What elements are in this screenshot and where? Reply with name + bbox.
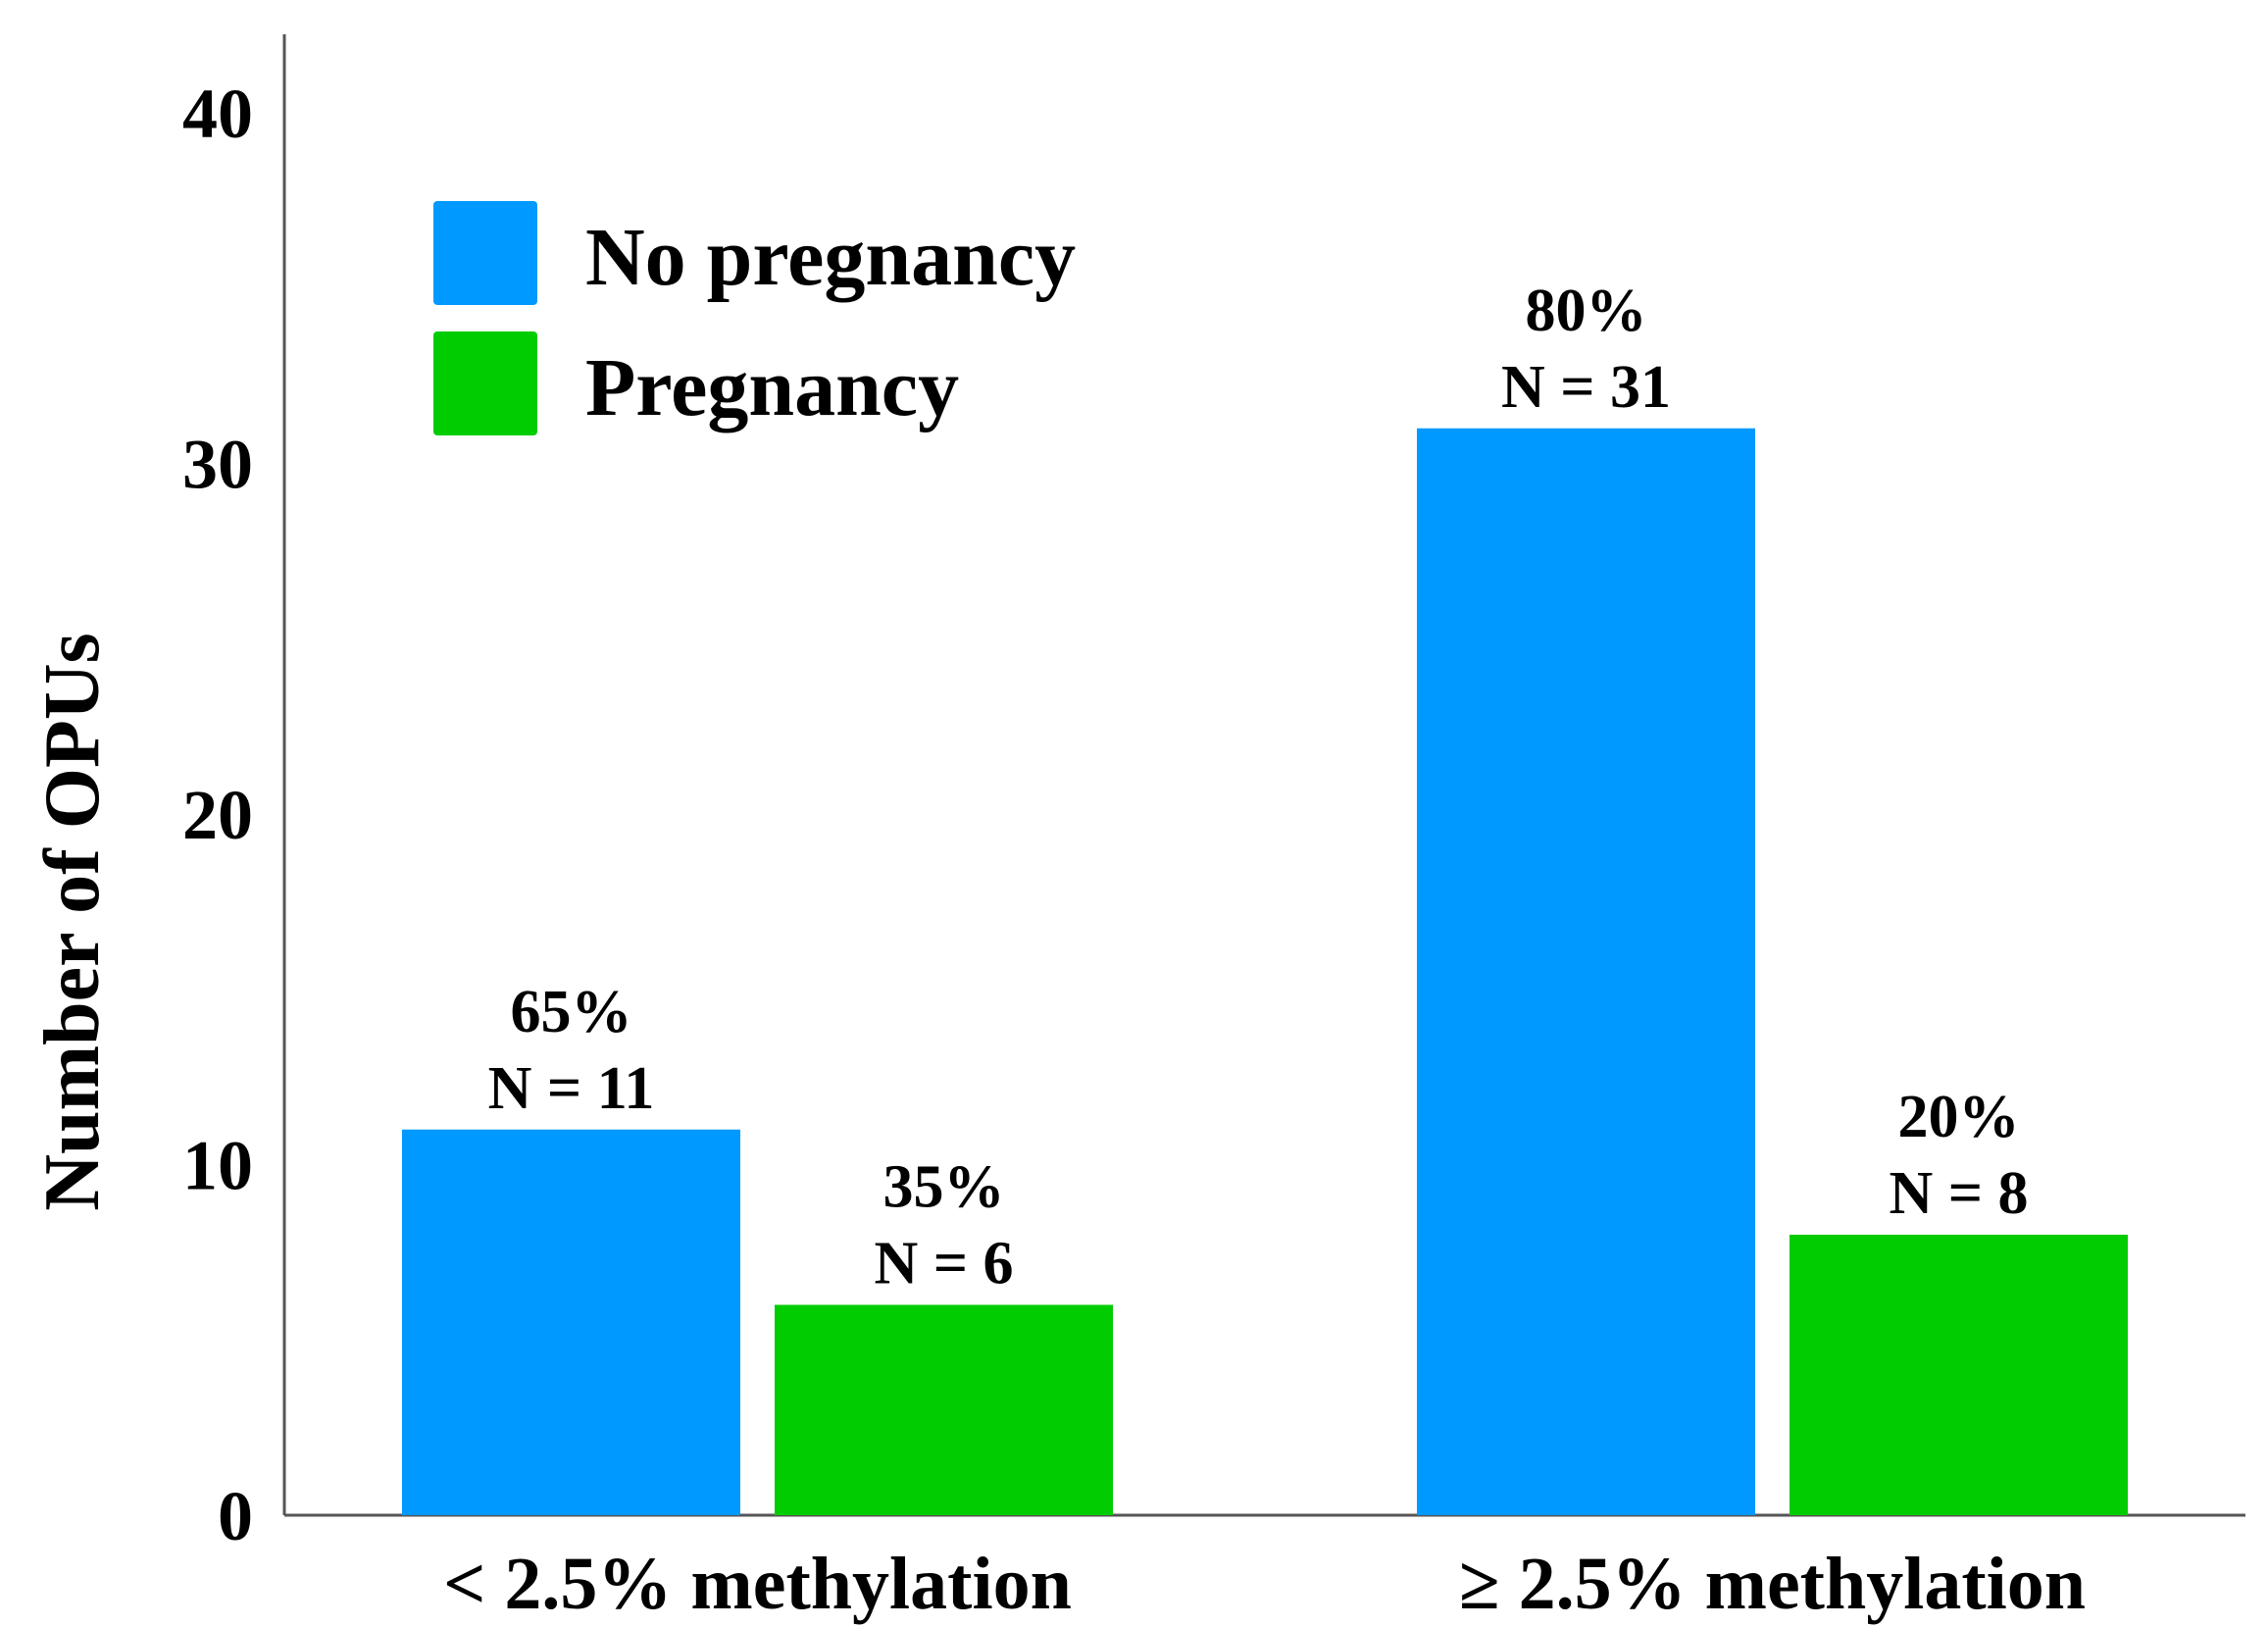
legend-swatch-pregnancy [433,331,537,435]
legend-label-no-pregnancy: No pregnancy [585,212,1076,303]
legend-swatch-no-pregnancy [433,201,537,305]
y-tick-label: 20 [182,776,253,854]
bar-percent-label: 65% [511,979,632,1045]
chart-bars [402,428,2128,1515]
x-category-label: < 2.5% methylation [443,1543,1072,1625]
y-tick-label: 40 [182,75,253,153]
bar-percent-label: 80% [1526,278,1647,344]
chart-bar-labels: 65% N = 11 80% N = 31 35% N = 6 20% N = 8 [488,278,2029,1297]
bar-count-label: N = 31 [1501,354,1671,421]
y-tick-label: 10 [182,1127,253,1205]
bar-count-label: N = 8 [1889,1160,2028,1227]
legend-label-pregnancy: Pregnancy [585,342,959,433]
y-tick-label: 0 [218,1477,253,1555]
y-tick-label: 30 [182,426,253,504]
chart-axes: 0 10 20 30 40 < 2.5% methylation ≥ 2.5% methyl… [182,34,2245,1625]
bar-percent-label: 35% [883,1154,1005,1221]
x-category-label: ≥ 2.5% methylation [1459,1543,2086,1625]
bar-percent-label: 20% [1898,1084,2020,1150]
chart-legend: No pregnancy Pregnancy [433,201,1076,435]
bar-no-pregnancy [1417,428,1755,1515]
bar-count-label: N = 11 [488,1055,655,1122]
bar-pregnancy [775,1304,1113,1515]
bar-count-label: N = 6 [874,1231,1013,1297]
y-axis-title: Number of OPUs [29,633,116,1211]
bar-pregnancy [1789,1235,2128,1515]
bar-no-pregnancy [402,1129,740,1515]
